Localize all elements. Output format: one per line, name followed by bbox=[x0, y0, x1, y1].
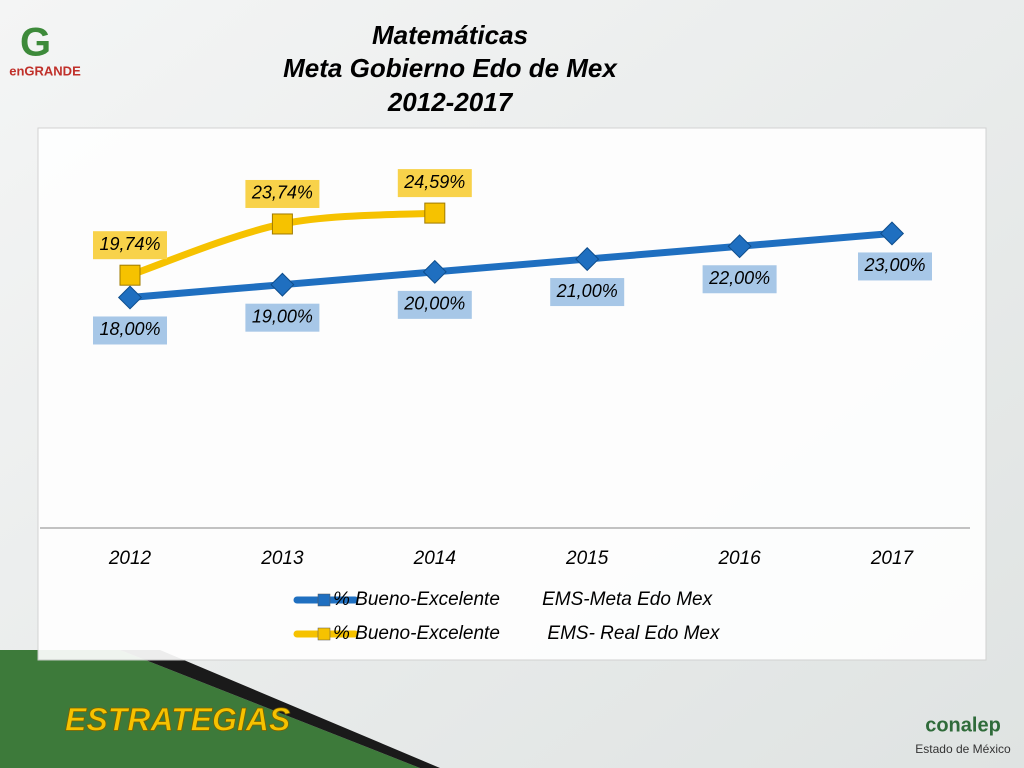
data-label: 19,74% bbox=[99, 234, 160, 254]
data-label: 20,00% bbox=[403, 294, 465, 314]
logo-text: conalep bbox=[925, 714, 1001, 736]
legend-marker bbox=[317, 593, 331, 607]
data-label-box bbox=[858, 252, 932, 281]
data-label-box bbox=[93, 316, 167, 345]
x-tick-label: 2013 bbox=[260, 548, 304, 569]
data-label: 22,00% bbox=[708, 268, 770, 288]
x-tick-label: 2015 bbox=[565, 548, 609, 569]
data-point bbox=[424, 202, 446, 224]
data-label: 23,74% bbox=[251, 183, 313, 203]
chart-title: 2012-2017 bbox=[387, 87, 514, 117]
data-label-box bbox=[245, 303, 320, 332]
data-point bbox=[422, 259, 447, 284]
legend-label: % Bueno-Excelente EMS-Meta Edo Mex bbox=[333, 589, 714, 610]
data-label: 19,00% bbox=[252, 306, 313, 326]
series-line bbox=[126, 229, 896, 301]
chart-title: Meta Gobierno Edo de Mex bbox=[283, 53, 618, 83]
data-label-box bbox=[702, 265, 777, 294]
data-label: 24,59% bbox=[403, 172, 465, 192]
data-label-box bbox=[93, 231, 167, 260]
data-point bbox=[117, 285, 143, 310]
logo-text: enGRANDE bbox=[9, 63, 81, 78]
data-label-box bbox=[397, 290, 472, 319]
data-label-box bbox=[550, 278, 625, 307]
decor-stripe bbox=[120, 650, 440, 768]
data-point bbox=[119, 264, 141, 286]
x-tick-label: 2012 bbox=[108, 548, 152, 569]
data-point bbox=[270, 272, 295, 297]
data-point bbox=[271, 213, 293, 235]
footer-text: ESTRATEGIAS bbox=[65, 701, 291, 737]
chart-panel bbox=[37, 127, 987, 661]
legend-marker bbox=[317, 627, 331, 641]
data-point bbox=[575, 247, 600, 272]
logo-text: Estado de México bbox=[915, 742, 1011, 756]
data-label: 18,00% bbox=[99, 319, 160, 339]
logo-mark: G bbox=[20, 21, 51, 65]
data-label-box bbox=[245, 179, 320, 208]
x-tick-label: 2016 bbox=[717, 548, 761, 569]
x-tick-label: 2014 bbox=[413, 548, 456, 569]
data-point bbox=[727, 234, 752, 259]
data-point bbox=[879, 221, 905, 246]
data-label-box bbox=[397, 169, 472, 198]
chart-title: Matemáticas bbox=[372, 20, 528, 50]
x-tick-label: 2017 bbox=[870, 548, 915, 569]
data-label: 21,00% bbox=[556, 281, 618, 301]
decor-stripe bbox=[0, 650, 420, 768]
data-label: 23,00% bbox=[863, 255, 925, 275]
legend-label: % Bueno-Excelente EMS- Real Edo Mex bbox=[333, 623, 721, 644]
